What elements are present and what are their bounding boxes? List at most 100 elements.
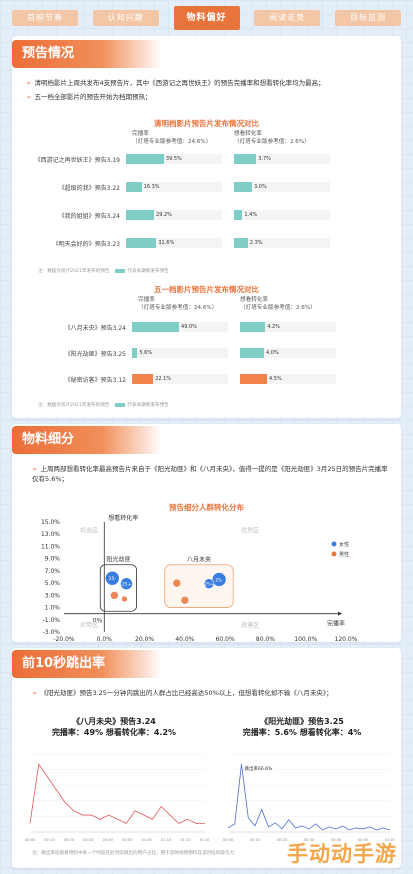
y-tick-label: -1.0% bbox=[43, 617, 61, 624]
x-tick-label: 01:20 bbox=[180, 838, 191, 842]
x-tick-label: 00:30 bbox=[83, 838, 94, 842]
bar-value-label: 4.5% bbox=[269, 376, 282, 382]
material-segment-card: 物料细分 ➢ 上周两部想看转化率最高预告片来自于《阳光劫匪》和《八月未央》，值得一… bbox=[12, 424, 401, 642]
col-header-conversion: 想看转化率 （灯塔专业版参考值：2.6%） bbox=[240, 297, 316, 311]
col-header-completion: 完播率 （灯塔专业版参考值：24.6%） bbox=[138, 297, 218, 311]
bounce-footnote: 注：跳出率指观看物料中某一个时段在此时段跳出的用户占比，用于反映视频物料在该时段… bbox=[32, 851, 235, 856]
arrow-icon: ➢ bbox=[32, 689, 38, 697]
wuyi-bar-chart: 五一档影片预告片发布情况对比 完播率 （灯塔专业版参考值：24.6%） 想看转化率… bbox=[12, 278, 401, 418]
completion-bar bbox=[132, 374, 154, 384]
arrow-icon: ➢ bbox=[26, 93, 32, 101]
bar-track bbox=[132, 322, 228, 332]
point-label: 25+ bbox=[122, 582, 132, 588]
site-watermark: 手动动手游 bbox=[287, 842, 397, 866]
arrow-icon: ➢ bbox=[32, 465, 38, 473]
bar-track bbox=[234, 154, 330, 164]
origin-label: 0% bbox=[93, 618, 103, 625]
row-label: 《八月未央》预告3.24 bbox=[64, 325, 126, 332]
scatter-point bbox=[172, 578, 182, 588]
chart-footnote: 注：数据仅统计2021年发布的预告 代表本期新发布预告 bbox=[38, 402, 169, 408]
scatter-point bbox=[121, 595, 128, 603]
tab-premiere-rhythm[interactable]: 首映节奏 bbox=[12, 10, 78, 26]
completion-bar bbox=[126, 238, 157, 248]
chart-title: 预告细分人群转化分布 bbox=[169, 503, 244, 512]
x-tick-label: 00:00 bbox=[25, 838, 36, 842]
section-title-bounce: 前10秒跳出率 bbox=[12, 650, 162, 678]
bar-value-label: 4.2% bbox=[267, 324, 280, 330]
bar-track bbox=[132, 348, 228, 358]
legend-dot bbox=[331, 541, 337, 547]
bar-value-label: 1.4% bbox=[244, 212, 258, 218]
x-tick-label: 01:10 bbox=[161, 838, 172, 842]
y-tick-label: 13.0% bbox=[41, 531, 60, 538]
tab-reading-trend[interactable]: 阅读走势 bbox=[254, 10, 321, 26]
left-trailer-stats: 完播率：49% 想看转化率：4.2% bbox=[51, 728, 177, 737]
conversion-bar bbox=[240, 374, 267, 384]
bullet-wuyi-summary: ➢ 五一档全部影片的预告开始为档期预热； bbox=[26, 93, 152, 101]
bounce-rate-card: 前10秒跳出率 ➢ 《阳光劫匪》预告3.25一分钟内跳出的人群占比已经高达50%以… bbox=[12, 648, 401, 868]
scatter-point bbox=[203, 578, 215, 590]
x-tick-label: 01:30 bbox=[200, 838, 209, 842]
y-tick-label: 5.0% bbox=[45, 580, 61, 587]
bar-track bbox=[240, 322, 336, 332]
bar-value-label: 29.2% bbox=[156, 212, 172, 218]
left-trailer-title: 《八月未央》预告3.24 bbox=[72, 717, 156, 726]
x-tick-label: 60.0% bbox=[216, 636, 235, 642]
x-tick-label: 00:30 bbox=[304, 838, 315, 842]
row-label: 《西游记之再世妖王》预告3.19 bbox=[34, 157, 120, 164]
conversion-bar bbox=[234, 182, 252, 192]
cluster-box-sunshine bbox=[99, 564, 137, 612]
y-tick-label: -3.0% bbox=[43, 629, 61, 636]
scatter-point bbox=[105, 570, 120, 586]
bar-track bbox=[126, 182, 222, 192]
x-tick-label: 80.0% bbox=[256, 636, 275, 642]
y-tick-label: 3.0% bbox=[45, 592, 61, 599]
tab-material-preference[interactable]: 物料偏好 bbox=[173, 6, 240, 30]
x-tick-label: 0.0% bbox=[97, 636, 113, 642]
x-tick-label: 100.0% bbox=[294, 636, 317, 642]
scatter-point bbox=[180, 595, 190, 605]
trailer-overview-card: 预告情况 ➢ 清明档影片上周共发布4支预告片，其中《西游记之再世妖王》的预告完播率… bbox=[12, 36, 401, 418]
tab-bar: 首映节奏 认知兴趣 物料偏好 阅读走势 目标监测 bbox=[12, 6, 401, 30]
tab-cognitive-interest[interactable]: 认知兴趣 bbox=[92, 10, 159, 26]
y-tick-label: 11.0% bbox=[41, 543, 60, 550]
x-tick-label: 00:10 bbox=[44, 838, 55, 842]
chart-title: 五一档影片预告片发布情况对比 bbox=[154, 285, 259, 294]
y-tick-label: 7.0% bbox=[45, 568, 61, 575]
bar-value-label: 16.3% bbox=[143, 184, 160, 190]
completion-bar bbox=[126, 210, 155, 220]
bar-value-label: 5.6% bbox=[139, 350, 153, 356]
completion-bar bbox=[126, 182, 142, 192]
conversion-bar bbox=[240, 322, 266, 332]
conversion-bar bbox=[234, 238, 248, 248]
quadrant-label-improvement: 改善区 bbox=[241, 621, 259, 629]
col-header-conversion: 想看转化率 （灯塔专业版参考值：2.6%） bbox=[234, 131, 310, 145]
bar-value-label: 3.7% bbox=[258, 156, 271, 162]
tab-target-monitoring[interactable]: 目标监测 bbox=[335, 10, 401, 26]
qingming-bar-chart: 清明档影片预告片发布情况对比 完播率 （灯塔专业版参考值：24.6%） 想看转化率… bbox=[12, 114, 401, 284]
legend-swatch bbox=[115, 402, 126, 407]
x-tick-label: 01:00 bbox=[141, 838, 152, 842]
row-label: 《阳光劫匪》预告3.25 bbox=[64, 351, 126, 358]
bar-track bbox=[132, 374, 228, 384]
right-trailer-title: 《阳光劫匪》预告3.25 bbox=[260, 717, 344, 726]
bar-value-label: 39.5% bbox=[165, 156, 182, 162]
bar-track bbox=[234, 210, 330, 220]
bar-value-label: 2.3% bbox=[249, 240, 263, 246]
bounce-line-chart-right: 00:00 00:10 00:20 00:30 00:40 00:50 01:00 跳出率66… bbox=[223, 753, 394, 842]
report-page: 首映节奏 认知兴趣 物料偏好 阅读走势 目标监测 预告情况 ➢ 清明档影片上周共发… bbox=[12, 0, 401, 874]
row-label: 《超级的我》预告3.22 bbox=[58, 185, 120, 192]
x-tick-label: 00:50 bbox=[358, 838, 369, 842]
completion-bar bbox=[132, 348, 138, 358]
x-tick-label: 20.0% bbox=[135, 636, 154, 642]
conversion-bar bbox=[240, 348, 264, 358]
x-tick-label: 00:40 bbox=[103, 838, 114, 842]
legend-label: 男性 bbox=[339, 551, 349, 558]
section-title-trailer: 预告情况 bbox=[12, 40, 162, 68]
segment-scatter-chart: 15.0% 13.0% 11.0% 9.0% 7.0% 5.0% 3.0% 1.0% -1.0%… bbox=[41, 514, 358, 642]
conversion-bar bbox=[234, 210, 243, 220]
bar-value-label: 3.0% bbox=[254, 184, 267, 190]
row-label: 《明天会好的》预告3.23 bbox=[52, 241, 120, 248]
y-axis-title: 想看转化率 bbox=[108, 514, 138, 522]
row-label: 《我的姐姐》预告3.24 bbox=[58, 213, 120, 220]
